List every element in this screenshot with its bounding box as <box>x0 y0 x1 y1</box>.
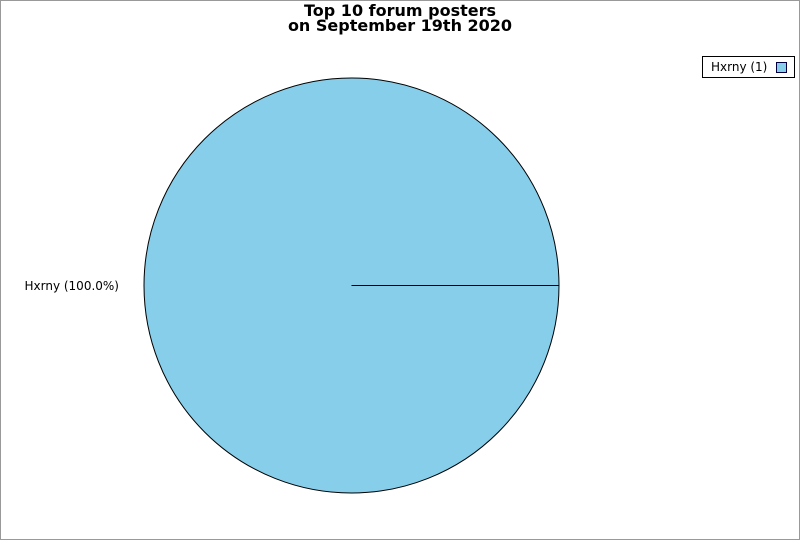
chart-title: Top 10 forum posters on September 19th 2… <box>1 1 799 35</box>
legend-box: Hxrny (1) <box>702 56 795 78</box>
chart-title-line-2: on September 19th 2020 <box>287 15 513 35</box>
legend-entry-label: Hxrny (1) <box>711 60 768 74</box>
chart-title-line-1: Top 10 forum posters <box>304 1 496 20</box>
legend-color-swatch <box>776 61 787 73</box>
pie-slice-label: Hxrny (100.0%) <box>24 279 120 293</box>
